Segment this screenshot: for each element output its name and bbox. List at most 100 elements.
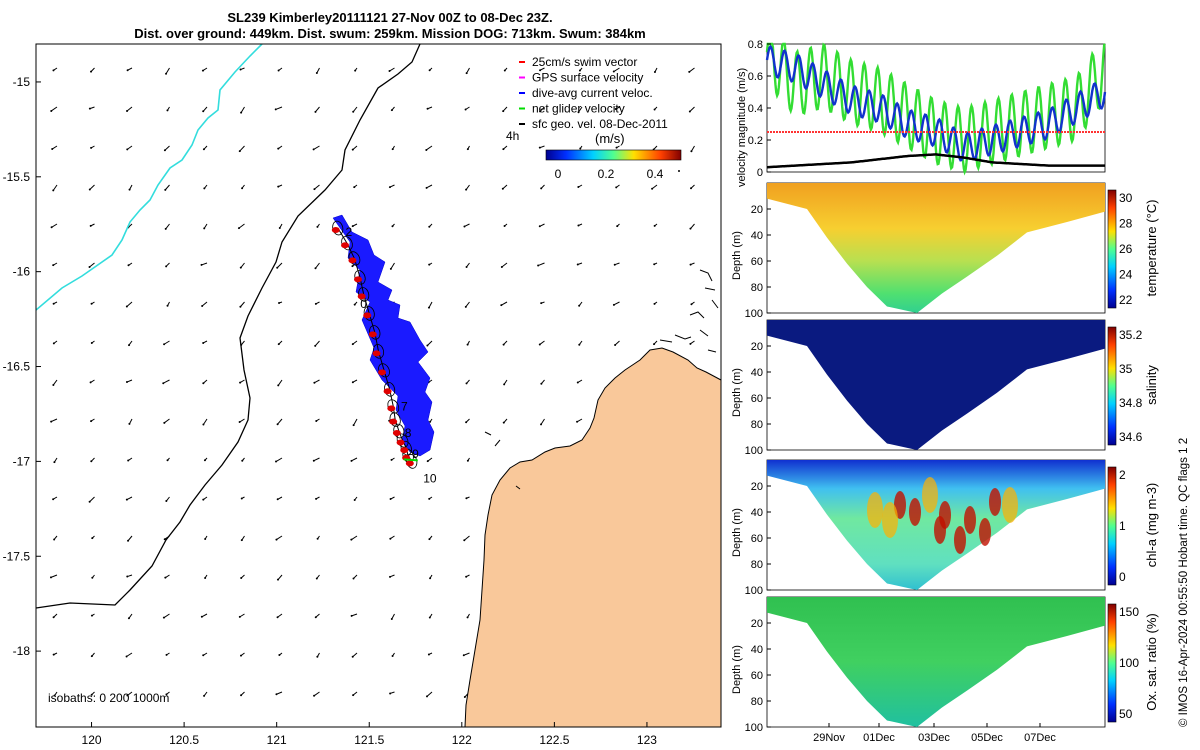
quiver-arrow-head [276,423,279,426]
quiver-arrow-head [52,383,55,386]
map-x-tick-label: 122 [452,733,472,747]
quiver-arrow [165,67,170,75]
quiver-arrow-head [688,110,691,113]
oxygen-ylabel: Depth (m) [731,645,743,694]
map-latitude-ticks: -15 -15.5 -16 -16.5 -17 -17.5 -18 [3,75,41,658]
quiver-arrow-head [53,694,56,697]
isobath-200m [36,44,263,311]
quiver-arrow-head [391,655,394,658]
salinity-colorbar [1107,326,1117,446]
net-glider-vectors-green [403,458,418,462]
quiver-arrow-head [428,616,431,619]
quiver-arrow-head [202,341,205,344]
quiver-arrow [651,184,658,190]
legend-entry: sfc geo. vel. 08-Dec-2011 [532,117,668,131]
quiver-arrow-head [315,577,318,580]
map-x-tick-label: 121 [267,733,287,747]
quiver-arrow-head [125,381,128,384]
quiver-arrow-head [351,655,354,658]
map-x-tick-label: 122.5 [539,733,569,747]
legend-entry: GPS surface velocity [532,71,643,85]
quiver-arrow-head [540,302,543,305]
quiver-arrow-head [313,694,316,697]
quiver-arrow-head [463,539,466,542]
quiver-arrow-head [164,188,167,191]
oxygen-colorbar-tick-label: 100 [1119,656,1139,670]
oxygen-y-tick-label: 60 [751,670,763,682]
section-salinity: 20 40 60 80 100 Depth (m) 35.2 35 34.8 34.6 salini… [731,319,1159,457]
map-y-tick-label: -18 [13,644,31,658]
quiver-arrow-head [426,107,429,110]
quiver-arrow-head [539,110,542,113]
speed-colorbar [545,149,682,161]
swim-vector-cluster [378,369,387,376]
oxygen-y-tick-label: 20 [751,618,763,630]
map-y-tick-label: -15.5 [3,170,31,184]
quiver-arrow-head [390,458,393,461]
quiver-arrow [313,691,320,697]
swim-vector-cluster [372,350,381,357]
quiver-arrow [89,184,95,190]
quiver-arrow-head [52,616,55,619]
quiver-arrow-head [354,69,357,72]
quiver-arrow-head [202,382,205,385]
map-x-tick-label: 121.5 [354,733,384,747]
quiver-arrow [203,418,208,425]
quiver-arrow [313,145,320,150]
quiver-arrow-head [277,343,280,346]
quiver-arrow-head [240,111,243,114]
quiver-arrow-head [466,343,469,346]
quiver-arrow-head [314,344,317,347]
quiver-arrow-head [238,150,241,153]
quiver-arrow-head [127,539,130,542]
quiver-arrow-head [502,343,505,346]
quiver-arrow-head [653,343,656,346]
quiver-arrow-head [50,109,53,112]
quiver-arrow-head [203,227,206,230]
quiver-arrow-head [615,146,618,149]
quiver-arrow [240,301,245,308]
quiver-arrow-head [276,266,279,269]
quiver-arrow [463,535,470,541]
temperature-y-tick-label: 40 [751,230,763,242]
map-x-tick-label: 120.5 [169,733,199,747]
quiver-arrow-head [90,302,93,305]
velocity-y-tick-label: 0.4 [748,103,763,115]
quiver-arrow-head [277,384,280,387]
quiver-arrow-head [52,342,55,345]
velocity-y-ticks: 0.8 0.6 0.4 0.2 0 [748,39,771,179]
quiver-arrow [126,106,133,112]
day-marker-label: 0 [360,297,367,311]
quiver-arrow-head [351,381,354,384]
quiver-arrow-head [465,382,468,385]
quiver-arrow-head [351,343,354,346]
quiver-arrow-head [90,70,93,73]
quiver-arrow-head [653,263,656,266]
quiver-arrow-head [91,537,94,540]
quiver-arrow-head [277,147,280,150]
chla-y-tick-label: 20 [751,481,763,493]
chla-high-patch [909,498,921,526]
quiver-arrow-head [239,266,242,269]
chla-colorbar-tick-label: 2 [1119,468,1126,482]
chla-y-tick-label: 60 [751,533,763,545]
quiver-arrow [540,418,545,425]
map-frame [35,43,722,728]
quiver-arrow [539,106,545,112]
colorbar-tick-label: 0.2 [598,167,615,181]
chla-high-patch [954,526,966,554]
glider-track-envelope [332,214,435,457]
quiver-arrow [50,418,58,423]
quiver-arrow [165,223,170,230]
oxygen-colorbar-tick-label: 150 [1119,605,1139,619]
quiver-arrow-head [390,617,393,620]
quiver-arrow-head [576,263,579,266]
quiver-arrow [239,145,245,152]
quiver-arrow-head [126,69,129,72]
legend-entry: 25cm/s swim vector [532,55,637,69]
hour-marker-label: 4h [506,129,519,143]
quiver-arrow-head [91,576,94,579]
figure-title-line2: Dist. over ground: 449km. Dist. swum: 25… [134,26,646,41]
quiver-arrow [688,67,695,73]
colorbar-title: (m/s) [595,131,625,146]
